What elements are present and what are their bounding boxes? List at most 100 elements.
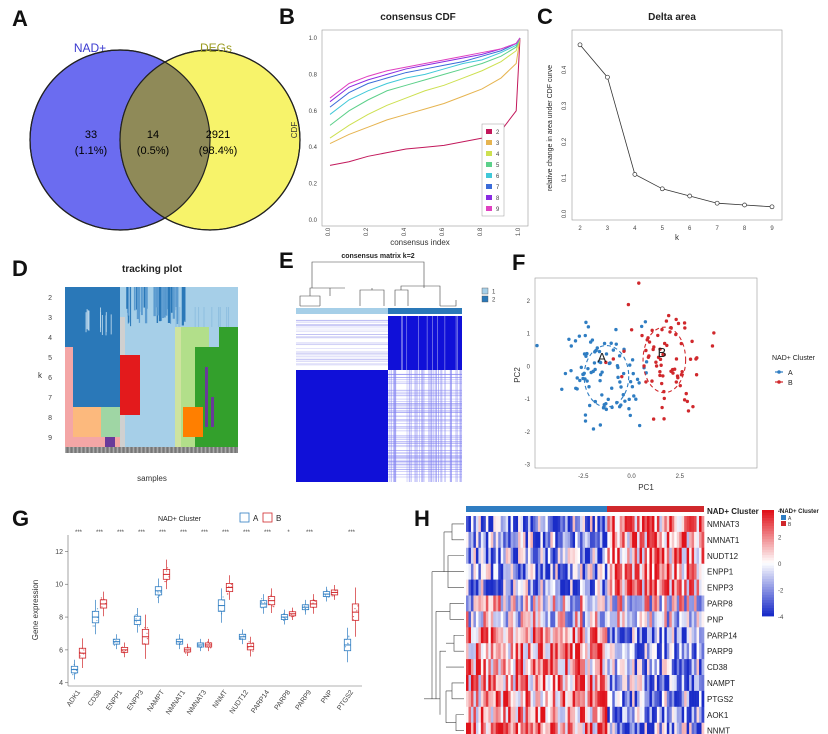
heatmap-dendrogram-path — [424, 523, 464, 731]
panel-label-c: C — [537, 4, 553, 29]
heatmap-cell — [552, 722, 556, 734]
heatmap-cell — [567, 643, 571, 660]
heatmap-cell — [490, 531, 494, 549]
heatmap-cell — [587, 690, 591, 708]
venn-nad-only-count: 33 — [85, 129, 97, 141]
pca-ellipse-A — [583, 345, 630, 408]
heatmap-cell — [632, 690, 635, 708]
heatmap-cell — [681, 563, 685, 580]
tracking-sample-tick — [205, 447, 206, 453]
pca-point-A — [609, 341, 613, 345]
heatmap-cell — [510, 722, 514, 734]
heatmap-cell — [691, 579, 695, 596]
heatmap-cell — [527, 659, 531, 676]
heatmap-cell — [696, 643, 700, 660]
heatmap-cell — [701, 547, 705, 564]
tracking-sample-tick — [139, 447, 140, 453]
heatmap-cell — [565, 563, 568, 580]
heatmap-cell — [525, 531, 529, 549]
tracking-sample-tick — [65, 447, 66, 453]
heatmap-cell — [513, 531, 516, 549]
heatmap-cell — [661, 627, 665, 644]
consensus-stripe — [422, 370, 424, 482]
box-jitter-A — [200, 646, 202, 648]
cdf-ylabel: CDF — [290, 122, 299, 139]
tracking-stripe — [126, 287, 129, 309]
box-jitter-A — [75, 668, 77, 670]
heatmap-cell — [468, 643, 472, 660]
heatmap-cell — [585, 547, 588, 564]
pca-point-B — [626, 302, 631, 307]
heatmap-cell — [649, 595, 653, 612]
pca-point-A — [608, 361, 612, 365]
heatmap-cell — [475, 659, 479, 676]
heatmap-cell — [622, 516, 625, 533]
heatmap-cell — [674, 643, 678, 660]
box-jitter-A — [73, 668, 75, 670]
heatmap-cell — [527, 627, 531, 644]
heatmap-cell — [585, 690, 588, 708]
heatmap-cell — [602, 531, 606, 549]
heatmap-cell — [575, 627, 578, 644]
tracking-sample-tick — [129, 447, 130, 453]
pca-point-A — [630, 358, 635, 362]
heatmap-cell — [523, 579, 526, 596]
heatmap-cell — [530, 547, 534, 564]
delta-point — [687, 193, 693, 199]
heatmap-cell — [485, 516, 489, 533]
tracking-sample-tick — [167, 447, 168, 453]
heatmap-cell — [523, 611, 526, 628]
heatmap-cell — [498, 563, 502, 580]
heatmap-cell — [651, 706, 655, 723]
heatmap-cell — [599, 563, 603, 580]
heatmap-cell — [637, 611, 640, 628]
heatmap-cell — [552, 516, 556, 533]
pca-point-A — [575, 376, 579, 380]
heatmap-cell — [527, 675, 531, 692]
heatmap-cell — [525, 675, 529, 692]
heatmap-cell — [552, 643, 556, 660]
heatmap-cell — [597, 690, 601, 708]
heatmap-cell — [530, 706, 534, 723]
heatmap-cell — [696, 531, 700, 549]
heatmap-cell — [619, 611, 623, 628]
tracking-stripe — [105, 312, 107, 333]
pca-point-B — [680, 369, 684, 374]
consensus-stripe — [450, 370, 452, 482]
consensus-stripe — [437, 316, 438, 370]
box-significance: *** — [159, 530, 167, 536]
heatmap-cell — [604, 706, 608, 723]
consensus-stripe — [388, 403, 462, 404]
tracking-stripe — [146, 287, 148, 309]
pca-point-B — [679, 373, 684, 377]
heatmap-cell — [609, 659, 613, 676]
box-jitter-B — [165, 580, 167, 583]
heatmap-cell — [661, 579, 665, 596]
heatmap-cell — [475, 643, 479, 660]
heatmap-cell — [674, 531, 678, 549]
heatmap-cell — [664, 675, 668, 692]
heatmap-cell — [624, 675, 628, 692]
heatmap-cell — [627, 547, 630, 564]
box-jitter-B — [81, 652, 83, 654]
panel-label-d: D — [12, 256, 28, 281]
heatmap-cell — [513, 690, 516, 708]
heatmap-cell — [535, 627, 539, 644]
consensus-stripe — [444, 316, 446, 370]
heatmap-cell — [684, 722, 687, 734]
box-ytick: 4 — [59, 680, 63, 687]
heatmap-cell — [679, 627, 682, 644]
pca-point-B — [682, 398, 687, 402]
heatmap-cell — [542, 547, 546, 564]
heatmap-cell — [694, 579, 697, 596]
heatmap-cell — [575, 722, 578, 734]
pca-point-A — [637, 423, 642, 428]
heatmap-cell — [651, 516, 655, 533]
heatmap-cell — [674, 627, 678, 644]
heatmap-cell — [510, 627, 514, 644]
heatmap-cell — [671, 579, 675, 596]
heatmap-cell — [639, 531, 643, 549]
heatmap-cell — [627, 579, 630, 596]
heatmap-cell — [570, 627, 573, 644]
box-jitter-B — [164, 580, 166, 583]
